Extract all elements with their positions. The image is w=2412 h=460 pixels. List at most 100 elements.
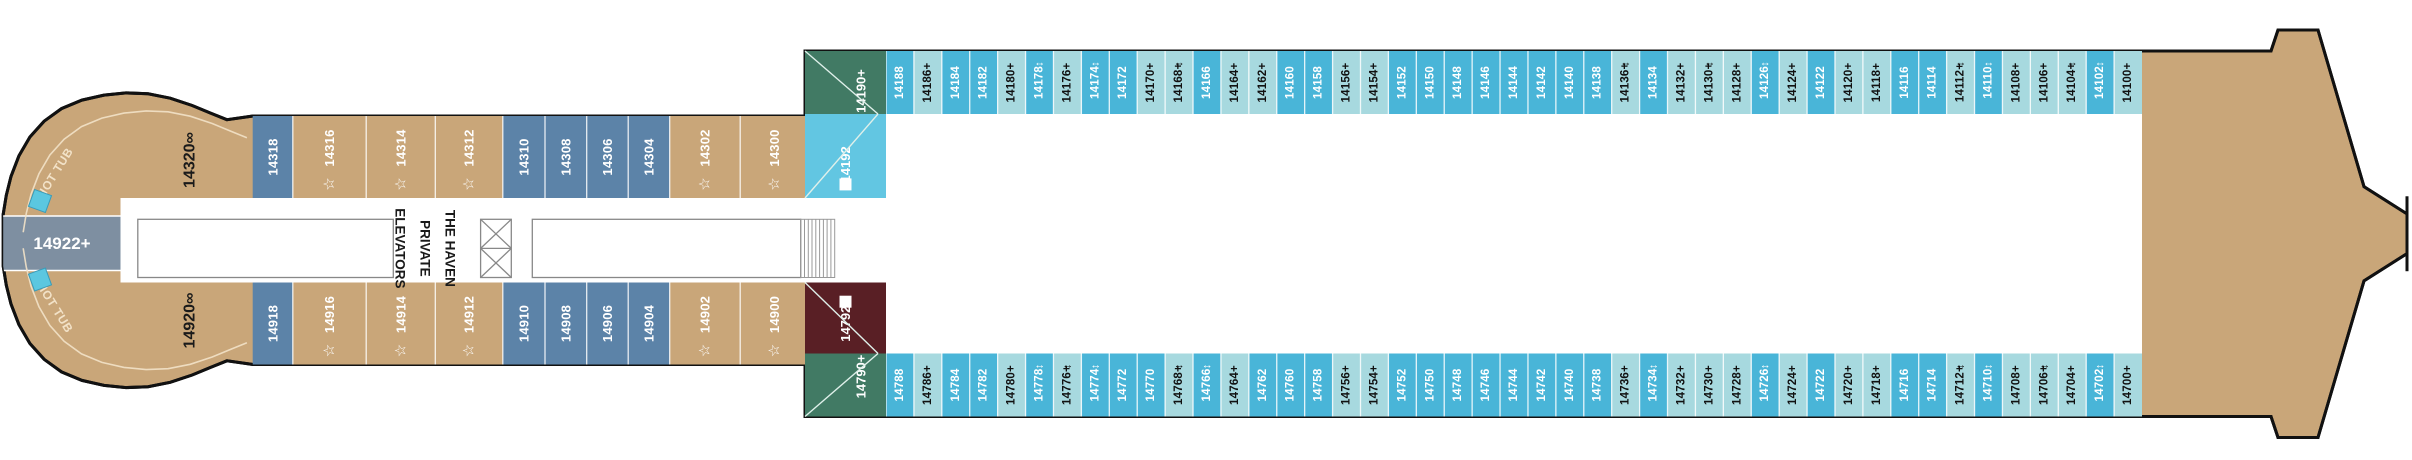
svg-text:THE HAVEN: THE HAVEN — [443, 210, 458, 287]
svg-text:14914: 14914 — [393, 295, 408, 333]
svg-text:↕: ↕ — [1089, 61, 1101, 67]
svg-text:14704+: 14704+ — [2066, 365, 2078, 405]
svg-text:14164+: 14164+ — [1229, 62, 1241, 102]
svg-text:☆: ☆ — [766, 344, 783, 357]
svg-text:14744: 14744 — [1508, 368, 1520, 401]
svg-text:14738: 14738 — [1592, 368, 1604, 401]
svg-text:14188: 14188 — [894, 66, 906, 99]
svg-text:☆: ☆ — [461, 344, 478, 357]
svg-text:14100+: 14100+ — [2122, 62, 2134, 102]
svg-text:↕: ↕ — [1173, 61, 1185, 67]
svg-text:14300: 14300 — [767, 129, 782, 166]
svg-text:14786+: 14786+ — [922, 365, 934, 405]
svg-text:↕: ↕ — [1089, 364, 1101, 370]
svg-text:↕: ↕ — [1955, 61, 1967, 67]
svg-text:14714: 14714 — [1927, 368, 1939, 401]
svg-text:14768+: 14768+ — [1173, 365, 1185, 405]
svg-text:14168+: 14168+ — [1173, 62, 1185, 102]
svg-text:14902: 14902 — [697, 296, 712, 333]
svg-text:14308: 14308 — [558, 138, 573, 175]
svg-text:☆: ☆ — [392, 344, 409, 357]
svg-text:14740: 14740 — [1564, 369, 1576, 402]
svg-text:14140: 14140 — [1564, 66, 1576, 99]
svg-text:14114: 14114 — [1927, 66, 1939, 99]
svg-text:14116: 14116 — [1899, 66, 1911, 98]
svg-text:14120+: 14120+ — [1843, 62, 1855, 102]
svg-text:↕: ↕ — [1034, 61, 1046, 67]
svg-text:14716: 14716 — [1899, 369, 1911, 402]
svg-text:14314: 14314 — [393, 129, 408, 167]
svg-text:↕: ↕ — [1061, 364, 1073, 370]
svg-text:↕: ↕ — [1703, 61, 1715, 67]
svg-text:14722: 14722 — [1815, 369, 1827, 402]
svg-text:14760: 14760 — [1285, 369, 1297, 402]
svg-text:☆: ☆ — [766, 177, 783, 190]
svg-text:14170+: 14170+ — [1145, 62, 1157, 102]
svg-text:14766: 14766 — [1201, 369, 1213, 402]
svg-text:↕: ↕ — [1173, 364, 1185, 370]
svg-text:14724+: 14724+ — [1787, 365, 1799, 405]
svg-text:14700+: 14700+ — [2122, 365, 2134, 405]
svg-text:14726: 14726 — [1759, 369, 1771, 402]
svg-text:14152: 14152 — [1396, 66, 1408, 99]
svg-text:14160: 14160 — [1285, 66, 1297, 99]
svg-text:14712+: 14712+ — [1955, 365, 1967, 405]
svg-text:↕: ↕ — [1955, 364, 1967, 370]
svg-text:↕: ↕ — [2038, 364, 2050, 370]
svg-text:14122: 14122 — [1815, 66, 1827, 99]
svg-text:↕: ↕ — [1620, 61, 1632, 67]
svg-text:14780+: 14780+ — [1006, 365, 1018, 405]
svg-text:14150: 14150 — [1424, 66, 1436, 99]
svg-text:14186+: 14186+ — [922, 62, 934, 102]
svg-text:14154+: 14154+ — [1368, 62, 1380, 102]
svg-text:14306: 14306 — [600, 138, 615, 175]
svg-text:14134: 14134 — [1648, 66, 1660, 99]
svg-text:14758: 14758 — [1313, 368, 1325, 401]
svg-text:14172: 14172 — [1117, 66, 1129, 99]
svg-text:14742: 14742 — [1536, 369, 1548, 402]
svg-text:14156+: 14156+ — [1341, 62, 1353, 102]
svg-text:14730+: 14730+ — [1703, 365, 1715, 405]
svg-text:14718+: 14718+ — [1871, 365, 1883, 405]
svg-text:14112+: 14112+ — [1955, 63, 1967, 102]
svg-text:14124+: 14124+ — [1787, 62, 1799, 102]
svg-text:14754+: 14754+ — [1368, 365, 1380, 405]
svg-text:14770: 14770 — [1145, 369, 1157, 402]
svg-text:14158: 14158 — [1313, 66, 1325, 99]
svg-text:↕: ↕ — [2094, 364, 2106, 370]
svg-text:14174: 14174 — [1089, 66, 1101, 99]
svg-text:14736+: 14736+ — [1620, 365, 1632, 405]
svg-text:14774: 14774 — [1089, 368, 1101, 401]
svg-text:14788: 14788 — [894, 368, 906, 401]
svg-text:↕: ↕ — [1648, 364, 1660, 370]
svg-text:14906: 14906 — [600, 305, 615, 342]
svg-text:14908: 14908 — [558, 305, 573, 342]
svg-text:↕: ↕ — [1759, 61, 1771, 67]
svg-text:14318: 14318 — [265, 138, 280, 175]
svg-text:14108+: 14108+ — [2010, 62, 2022, 102]
svg-text:↕: ↕ — [1759, 364, 1771, 370]
svg-text:14702: 14702 — [2094, 369, 2106, 402]
svg-text:14728+: 14728+ — [1731, 365, 1743, 405]
svg-text:14148: 14148 — [1452, 66, 1464, 99]
svg-text:14184: 14184 — [950, 66, 962, 99]
svg-text:14180+: 14180+ — [1006, 62, 1018, 102]
svg-text:14732+: 14732+ — [1675, 365, 1687, 405]
svg-text:14182: 14182 — [978, 66, 990, 99]
svg-text:14304: 14304 — [641, 138, 656, 176]
svg-text:14772: 14772 — [1117, 369, 1129, 402]
svg-text:14734: 14734 — [1648, 368, 1660, 401]
svg-text:14162+: 14162+ — [1257, 62, 1269, 102]
svg-text:☆: ☆ — [461, 177, 478, 190]
svg-text:ELEVATORS: ELEVATORS — [393, 208, 408, 288]
svg-text:14176+: 14176+ — [1061, 62, 1073, 102]
svg-text:↕: ↕ — [1201, 364, 1213, 370]
svg-text:14126: 14126 — [1759, 66, 1771, 99]
svg-text:14146: 14146 — [1480, 66, 1492, 99]
svg-text:14178: 14178 — [1034, 66, 1046, 99]
svg-text:14110: 14110 — [1982, 66, 1994, 98]
svg-text:14320∞: 14320∞ — [182, 132, 199, 188]
svg-text:14750: 14750 — [1424, 369, 1436, 402]
svg-text:14138: 14138 — [1592, 66, 1604, 99]
svg-text:14190+: 14190+ — [854, 69, 869, 113]
